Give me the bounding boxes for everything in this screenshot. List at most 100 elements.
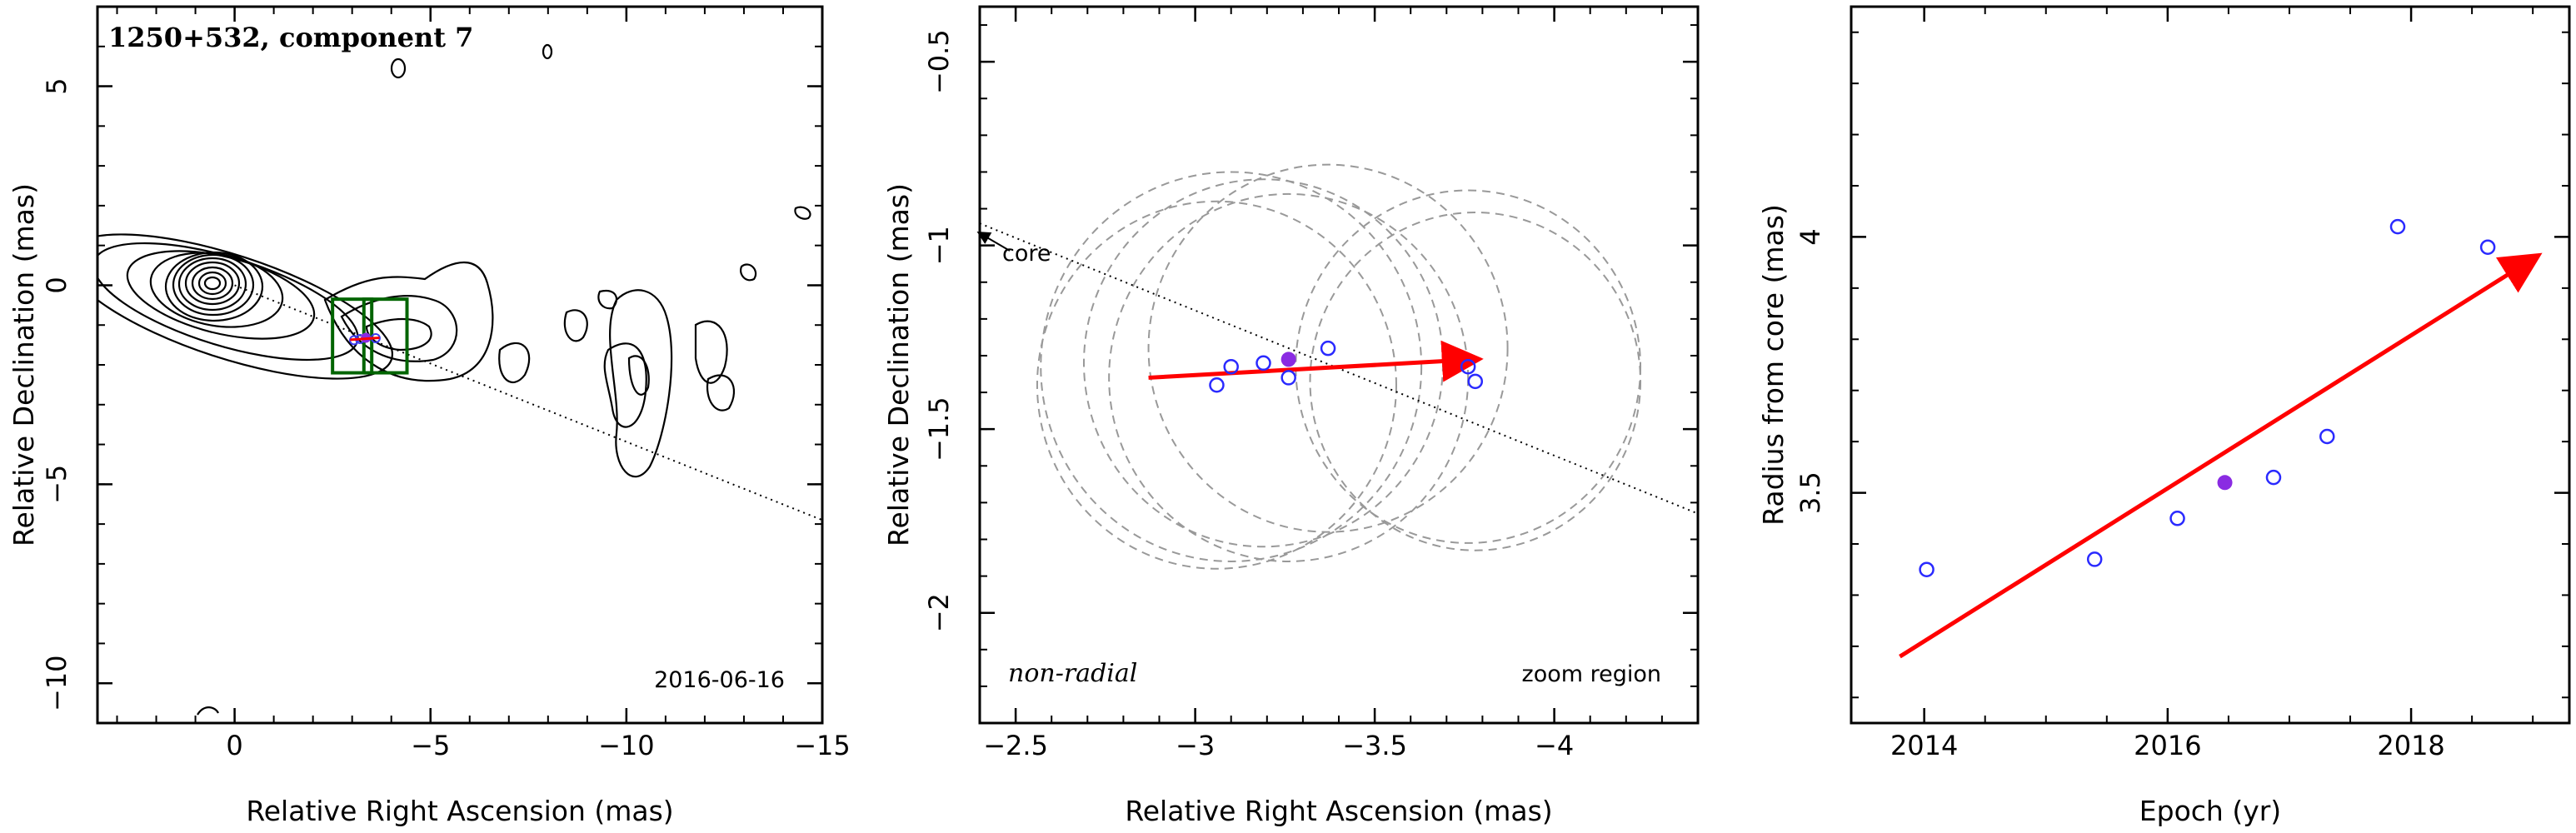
contour-level [365,317,432,352]
contour-level [172,253,255,317]
y-tick-label: 4 [1795,228,1826,245]
x-axis-label: Relative Right Ascension (mas) [246,795,673,827]
radius-point [2319,428,2335,445]
contour-level [390,57,407,79]
contour-level [197,271,227,296]
position-point [1281,370,1296,386]
uncertainty-circle [1040,171,1423,562]
uncertainty-circle [1147,163,1509,533]
velocity-vector [1148,340,1484,382]
radius-point [2086,551,2103,567]
y-tick-label: 3.5 [1795,471,1826,514]
radius-point [2389,218,2406,235]
contour-level [323,262,494,382]
x-tick-label: 0 [226,730,242,761]
x-tick-label: −2.5 [983,730,1048,761]
radius-point [1919,561,1934,577]
contour-level [197,706,219,716]
contour-level [340,295,458,362]
fit-vector [1899,252,2543,659]
x-axis-label: Epoch (yr) [2139,795,2281,827]
jet-axis-line [980,222,1698,515]
uncertainty-circle [1036,200,1397,570]
contour-level [177,257,247,312]
x-tick-label: −10 [598,730,655,761]
core-contours [97,233,394,380]
x-tick-label: −15 [794,730,851,761]
uncertainty-circle [1309,211,1642,551]
contour-level [149,252,284,328]
panel-zoom-region: −2.5 −3 −3.5 −4 −0.5 −1 −1.5 −2 core non-radia… [882,5,1700,827]
y-tick-label: 5 [41,77,72,94]
component-points [349,332,381,346]
x-tick-label: 2018 [2377,730,2444,761]
contour-level [740,263,757,282]
x-tick-label: −3 [1176,730,1215,761]
y-axis: −0.5 −1 −1.5 −2 [923,24,1698,724]
y-tick-label: −10 [41,655,72,711]
contour-level [794,206,811,220]
y-axis-label: Relative Declination (mas) [882,183,915,546]
radius-point [2479,239,2496,255]
y-axis: 3.54 [1795,31,2569,699]
position-point [1467,373,1484,390]
zoom-region-label: zoom region [1522,661,1661,687]
contour-level [97,233,394,380]
core-direction-arrow [976,231,1011,252]
x-axis-label: Relative Right Ascension (mas) [1125,795,1552,827]
motion-type-label: non-radial [1008,659,1137,688]
highlight-point [2217,475,2233,491]
contour-level [164,251,264,322]
contour-level [563,309,588,342]
plot-frame [96,5,824,725]
highlight-point [1281,352,1296,367]
contour-level [498,342,531,384]
x-axis: −2.5 −3 −3.5 −4 [979,7,1699,761]
contour-level [706,374,736,412]
contour-level [203,276,222,291]
component-vector [350,337,380,342]
contour-level [627,355,650,396]
x-tick-label: 2014 [1890,730,1958,761]
contour-level [191,266,234,301]
y-tick-label: −0.5 [923,29,955,94]
contour-layer [97,43,811,716]
contour-level [184,261,241,306]
jet-contours [197,43,811,716]
contour-level [694,320,728,384]
y-tick-label: −1.5 [923,397,955,461]
panel-contour-map: 0 −5 −10 −15 50−5−10 1250+532, component 7 … [7,5,851,827]
y-axis-label: Radius from core (mas) [1757,204,1790,526]
x-tick-label: −5 [411,730,450,761]
epoch-date-label: 2016-06-16 [654,667,785,693]
x-axis: 0 −5 −10 −15 [116,7,851,761]
x-tick-label: −3.5 [1342,730,1407,761]
position-point [1256,355,1271,372]
contour-level [603,342,647,428]
y-tick-label: −5 [41,465,72,504]
x-tick-label: 2016 [2134,730,2201,761]
x-axis: 2014 2016 2018 [1890,7,2534,761]
contour-level [542,43,553,60]
y-tick-label: −1 [923,226,955,265]
contour-level [609,289,673,478]
x-tick-label: −4 [1535,730,1574,761]
y-tick-label: 0 [41,277,72,293]
radius-point [2169,511,2185,526]
core-label: core [1002,241,1051,267]
position-point [1209,377,1225,393]
position-point [1460,358,1476,375]
y-axis-label: Relative Declination (mas) [7,183,40,546]
panel-radius-epoch: 2014 2016 2018 3.54 Epoch (yr) Radius from… [1757,5,2571,827]
position-point [1223,358,1239,375]
jet-axis-line [234,284,822,521]
radius-points [1919,218,2496,577]
y-tick-label: −2 [923,593,955,632]
plot-frame [978,5,1700,725]
radius-point [2265,469,2282,486]
position-point [1320,340,1336,357]
y-axis: 5 0 −5 −10 [41,6,822,724]
position-points [1209,340,1484,393]
chart-title: 1250+532, component 7 [108,22,473,53]
